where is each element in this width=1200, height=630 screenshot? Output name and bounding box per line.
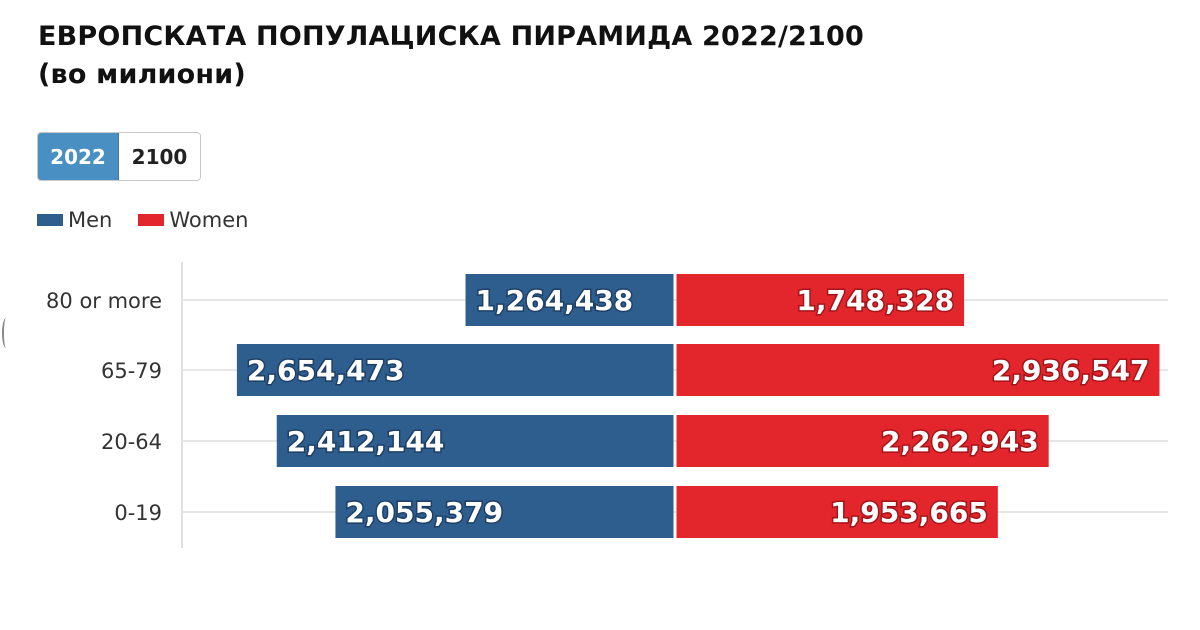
legend-label-men: Men (68, 208, 113, 232)
year-toggle-2100-button[interactable]: 2100 (119, 133, 200, 180)
data-label-women: 1,953,665 (830, 496, 988, 529)
bar-men (276, 415, 674, 467)
data-label-men: 2,055,379 (345, 496, 503, 529)
bar-men (335, 486, 674, 538)
data-label-men: 2,412,144 (287, 425, 445, 458)
category-label: 20-64 (101, 430, 162, 454)
bar-women (676, 415, 1049, 467)
legend-item-men[interactable]: Men (37, 208, 112, 232)
edge-mark (2, 318, 10, 348)
category-label: 80 or more (46, 289, 162, 313)
bar-women (676, 486, 998, 538)
legend-item-women[interactable]: Women (138, 208, 248, 232)
data-label-men: 2,654,473 (247, 354, 405, 387)
bar-men (465, 274, 674, 326)
year-toggle-2022-button[interactable]: 2022 (38, 133, 119, 180)
year-toggle: 2022 2100 (37, 132, 201, 181)
category-label: 0-19 (114, 501, 162, 525)
legend-swatch-women (138, 214, 165, 226)
data-label-women: 2,262,943 (881, 425, 1039, 458)
data-label-women: 2,936,547 (992, 354, 1150, 387)
bar-women (676, 344, 1160, 396)
legend: Men Women (37, 208, 274, 232)
chart-title-line2: (во милиони) (38, 59, 246, 90)
bar-women (676, 274, 965, 326)
data-label-women: 1,748,328 (796, 284, 954, 317)
legend-label-women: Women (169, 208, 249, 232)
chart-title: ЕВРОПСКАТА ПОПУЛАЦИСКА ПИРАМИДА 2022/210… (38, 18, 864, 94)
data-label-men: 1,264,438 (476, 284, 634, 317)
bar-men (236, 344, 674, 396)
category-label: 65-79 (101, 359, 162, 383)
legend-swatch-men (37, 214, 63, 226)
chart-title-line1: ЕВРОПСКАТА ПОПУЛАЦИСКА ПИРАМИДА 2022/210… (38, 21, 865, 52)
